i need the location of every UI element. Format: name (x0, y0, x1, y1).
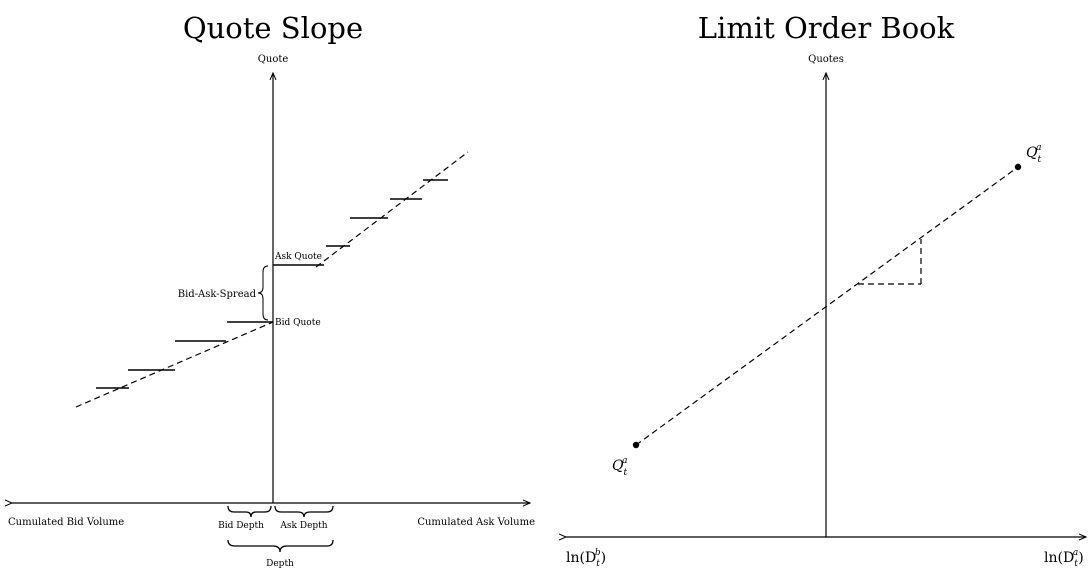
lower-quote-point (632, 441, 640, 449)
quote-axis-label: Quote (258, 54, 289, 65)
ask-levels (273, 179, 448, 266)
upper-quote-point (1014, 163, 1022, 171)
bid-quote-label: Bid Quote (275, 318, 321, 328)
limit-order-book-title: Limit Order Book (698, 11, 955, 45)
cumulated-bid-volume-label: Cumulated Bid Volume (8, 517, 124, 528)
cumulated-ask-volume-label: Cumulated Ask Volume (417, 517, 535, 528)
upper-quote-point-label: Qta (1026, 143, 1041, 165)
lower-quote-point-label: Qta (612, 456, 627, 478)
depth-brace (227, 539, 334, 553)
quote-slope-panel: Quote Slope Quote Cumulated Bid Volume C… (8, 11, 535, 569)
ln-bid-depth-label: ln(Dtb) (566, 548, 606, 569)
limit-order-book-panel: Limit Order Book Quotes ln(Dtb) ln(Dta) … (566, 11, 1086, 569)
ask-depth-label: Ask Depth (279, 521, 327, 531)
depth-label: Depth (266, 559, 294, 569)
ask-depth-brace (274, 505, 334, 518)
bid-levels (96, 321, 273, 389)
quotes-axis-label: Quotes (808, 54, 844, 65)
ask-quote-label: Ask Quote (274, 252, 322, 262)
quote-slope-title: Quote Slope (183, 11, 363, 45)
bid-ask-spread-label: Bid-Ask-Spread (178, 289, 257, 300)
bid-side-slope-line (75, 321, 274, 408)
ask-side-slope-line (315, 151, 469, 268)
bid-depth-brace (227, 505, 272, 518)
spread-brace (257, 265, 269, 321)
bid-depth-label: Bid Depth (218, 521, 264, 531)
ln-ask-depth-label: ln(Dta) (1044, 548, 1084, 569)
quote-depth-slope-line (635, 166, 1019, 446)
